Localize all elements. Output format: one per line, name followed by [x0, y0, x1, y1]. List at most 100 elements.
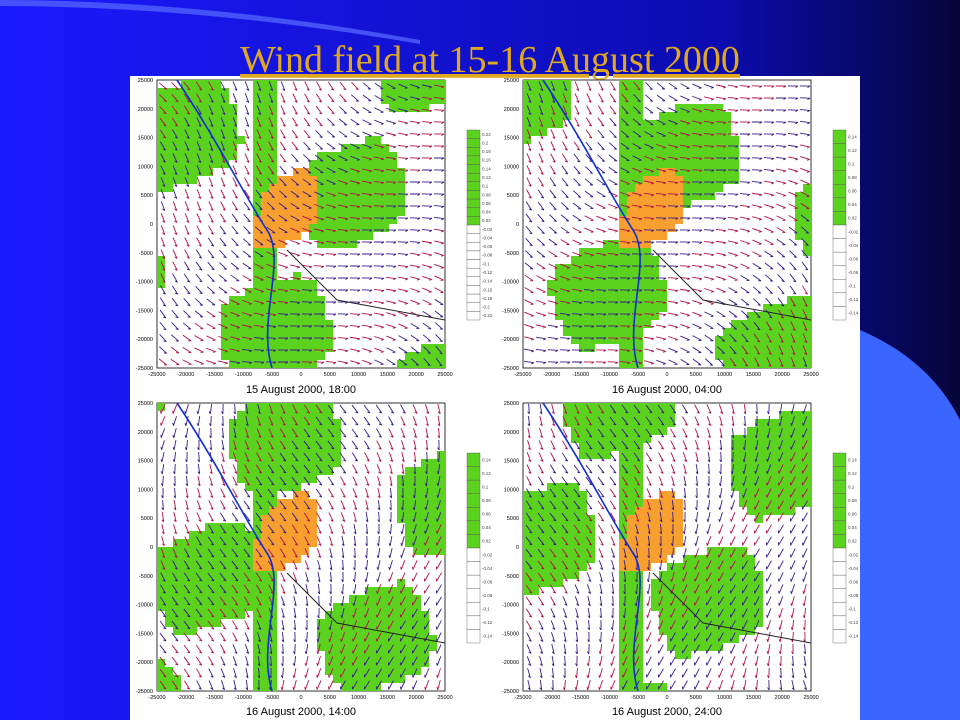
x-tick-label: 15000: [380, 372, 395, 378]
colorbar-label: 0.08: [482, 192, 491, 197]
x-tick-label: -25000: [148, 372, 165, 378]
colorbar-label: -0.1: [482, 607, 490, 612]
colorbar-label: -0.04: [848, 243, 859, 248]
colorbar-cell: [466, 547, 481, 562]
y-tick-label: -20000: [502, 337, 519, 343]
colorbar-label: 0.08: [482, 498, 491, 503]
x-tick-label: 0: [299, 695, 302, 701]
colorbar-cell: [832, 184, 847, 199]
x-tick-label: -25000: [514, 372, 531, 378]
colorbar-cell: [466, 302, 481, 312]
colorbar-label: 0.12: [482, 175, 491, 180]
colorbar-cell: [466, 242, 481, 252]
y-tick-label: -5000: [139, 251, 153, 257]
colorbar-cell: [466, 507, 481, 522]
colorbar-cell: [466, 224, 481, 234]
colorbar-cell: [466, 561, 481, 576]
x-tick-label: -15000: [572, 372, 589, 378]
colorbar-label: 0.08: [848, 498, 857, 503]
colorbar-cell: [832, 306, 847, 321]
panel-caption: 16 August 2000, 24:00: [612, 706, 722, 718]
river: [176, 79, 275, 369]
colorbar-label: 0.2: [482, 140, 489, 145]
colorbar-cell: [832, 615, 847, 630]
x-tick-label: 20000: [775, 372, 790, 378]
y-tick-label: 10000: [138, 487, 153, 493]
colorbar-cell: [466, 520, 481, 535]
colorbar-label: 0.02: [848, 216, 857, 221]
x-tick-label: 10000: [717, 695, 732, 701]
colorbar-cell: [466, 233, 481, 243]
colorbar-label: 0.1: [848, 484, 855, 489]
y-tick-label: -10000: [502, 280, 519, 286]
x-tick-label: -10000: [601, 695, 618, 701]
colorbar-cell: [466, 493, 481, 508]
colorbar-cell: [832, 493, 847, 508]
y-tick-label: -15000: [502, 308, 519, 314]
x-tick-label: 5000: [690, 372, 702, 378]
colorbar-label: 0.14: [848, 457, 857, 462]
colorbar-cell: [832, 629, 847, 644]
colorbar-cell: [466, 129, 481, 139]
y-tick-label: -20000: [136, 337, 153, 343]
colorbar-label: 0.12: [482, 471, 491, 476]
colorbar-cell: [832, 211, 847, 226]
colorbar-label: 0.16: [482, 158, 491, 163]
y-tick-label: 25000: [504, 401, 519, 407]
x-tick-label: 0: [665, 372, 668, 378]
x-tick-label: 15000: [746, 695, 761, 701]
colorbar-label: 0.04: [848, 525, 857, 530]
y-tick-label: -15000: [136, 631, 153, 637]
colorbar-label: -0.02: [482, 227, 493, 232]
x-tick-label: -5000: [631, 372, 645, 378]
colorbar-label: -0.1: [482, 261, 490, 266]
colorbar-label: -0.08: [848, 593, 859, 598]
colorbar-label: -0.12: [848, 297, 859, 302]
x-tick-label: -15000: [206, 372, 223, 378]
colorbar-label: -0.18: [482, 296, 493, 301]
colorbar-label: 0.06: [848, 189, 857, 194]
colorbar-cell: [832, 561, 847, 576]
y-tick-label: 5000: [507, 516, 519, 522]
x-tick-label: -20000: [543, 695, 560, 701]
x-tick-label: -10000: [235, 372, 252, 378]
colorbar-label: -0.02: [848, 552, 859, 557]
colorbar-cell: [832, 143, 847, 158]
x-tick-label: 20000: [775, 695, 790, 701]
river: [542, 402, 641, 692]
river: [176, 402, 275, 692]
wind-map-panel: 25000 20000 15000 10000 5000 0 -5000 -10000 -150…: [502, 78, 859, 396]
wind-map-panel: 25000 20000 15000 10000 5000 0 -5000 -10000 -150…: [136, 401, 493, 718]
border-line: [652, 249, 812, 321]
colorbar-label: -0.2: [482, 305, 490, 310]
colorbar-cell: [832, 507, 847, 522]
colorbar-cell: [466, 293, 481, 303]
colorbar-label: -0.14: [482, 634, 493, 639]
y-tick-label: -25000: [136, 366, 153, 372]
colorbar-cell: [832, 224, 847, 239]
x-tick-label: 25000: [437, 372, 452, 378]
field-positive: [157, 80, 445, 368]
colorbar-cell: [832, 452, 847, 467]
colorbar-label: -0.04: [482, 566, 493, 571]
colorbar-cell: [466, 207, 481, 217]
x-tick-label: 5000: [690, 695, 702, 701]
x-tick-label: 10000: [351, 372, 366, 378]
y-tick-label: 25000: [138, 401, 153, 407]
colorbar-label: -0.08: [482, 253, 493, 258]
x-tick-label: -10000: [601, 372, 618, 378]
x-tick-label: 0: [299, 372, 302, 378]
y-tick-label: 20000: [138, 107, 153, 113]
colorbar-label: -0.1: [848, 607, 856, 612]
colorbar-cell: [466, 629, 481, 644]
x-tick-label: -5000: [265, 695, 279, 701]
colorbar-cell: [466, 250, 481, 260]
colorbar-label: -0.16: [482, 287, 493, 292]
x-tick-label: 10000: [351, 695, 366, 701]
x-tick-label: -20000: [177, 695, 194, 701]
colorbar-label: 0.06: [482, 512, 491, 517]
field-positive: [523, 80, 811, 368]
x-tick-label: -5000: [631, 695, 645, 701]
x-tick-label: 15000: [380, 695, 395, 701]
y-tick-label: -20000: [502, 660, 519, 666]
